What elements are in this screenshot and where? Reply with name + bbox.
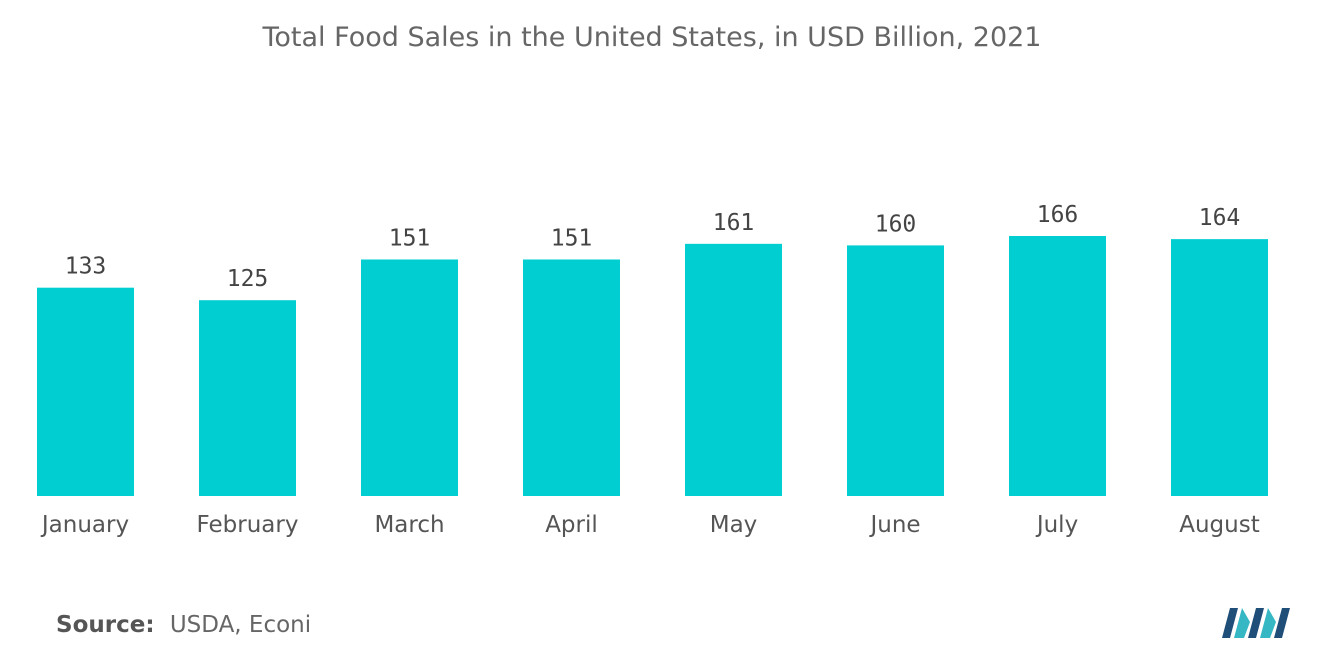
bar-chart: 133 January 125 February 151 March 151 April 161… xyxy=(37,202,1268,538)
data-label-march: 151 xyxy=(389,225,431,251)
chart-title: Total Food Sales in the United States, i… xyxy=(262,22,1042,53)
company-logo-icon xyxy=(1222,608,1290,638)
data-label-august: 164 xyxy=(1199,205,1241,231)
bar-february xyxy=(199,300,296,496)
data-label-may: 161 xyxy=(713,210,755,236)
source-text: USDA, Econi xyxy=(169,612,312,638)
data-label-july: 166 xyxy=(1037,202,1079,228)
x-tick-label-april: April xyxy=(545,512,598,538)
data-label-february: 125 xyxy=(227,266,269,292)
bar-january xyxy=(37,287,134,496)
x-tick-label-august: August xyxy=(1179,512,1260,538)
source-label: Source: xyxy=(56,612,155,638)
x-tick-label-july: July xyxy=(1035,512,1078,538)
bar-may xyxy=(685,243,782,496)
data-label-june: 160 xyxy=(875,211,917,237)
bar-august xyxy=(1171,239,1268,497)
bar-april xyxy=(523,259,620,496)
x-tick-label-march: March xyxy=(374,512,444,538)
x-tick-label-january: January xyxy=(40,512,129,538)
bar-march xyxy=(361,259,458,496)
x-tick-label-may: May xyxy=(710,512,758,538)
data-label-january: 133 xyxy=(65,254,107,280)
bar-june xyxy=(847,245,944,496)
data-label-april: 151 xyxy=(551,225,593,251)
x-tick-label-february: February xyxy=(197,512,299,538)
bar-july xyxy=(1009,236,1106,496)
source-line: Source: USDA, Econi xyxy=(56,612,311,638)
x-tick-label-june: June xyxy=(868,512,920,538)
